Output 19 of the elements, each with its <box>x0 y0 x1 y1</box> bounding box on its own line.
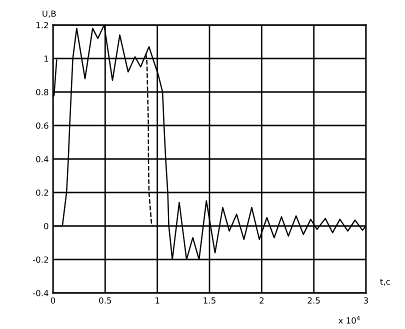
y-tick-label: 0.4 <box>36 156 48 162</box>
y-axis-title: U,B <box>42 10 56 18</box>
y-tick-label: 0.8 <box>36 88 48 96</box>
y-tick-label: 0.2 <box>36 189 48 196</box>
x-tick-label: 1 <box>156 297 160 304</box>
text: x 10$^{4}$ <box>338 316 360 324</box>
y-tick-label: 1.2 <box>36 22 48 28</box>
y-tick-label: -0.2 <box>32 256 48 263</box>
x-tick-label: 3 <box>364 297 368 304</box>
x-tick-label: 0.5 <box>99 297 112 304</box>
y-tick-label: -0.4 <box>32 290 48 296</box>
x-tick-label: 2.5 <box>308 297 320 304</box>
x-tick-label: 1.5 <box>204 297 216 304</box>
y-tick-label: 0.6 <box>36 122 48 129</box>
x-tick-label: 2 <box>260 297 264 304</box>
y-tick-label: 1 <box>44 56 48 62</box>
x-tick-label: 0 <box>50 297 56 304</box>
y-tick-label: 0 <box>44 222 48 230</box>
x-axis-title: t,c <box>380 278 390 286</box>
